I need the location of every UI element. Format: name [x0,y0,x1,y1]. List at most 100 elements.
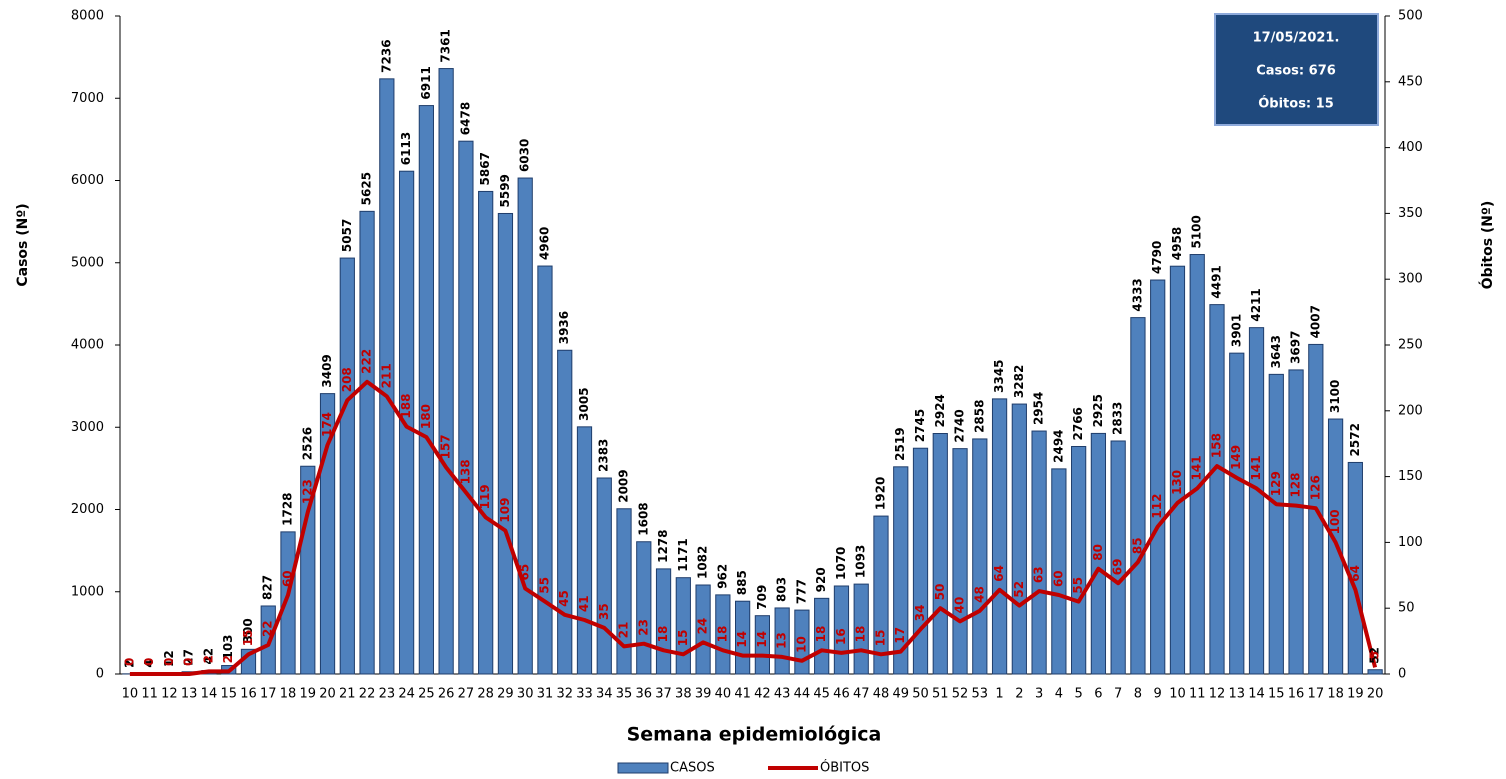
annotation-box [1214,13,1379,126]
line-value-label: 141 [1190,455,1204,480]
bar-value-label: 2572 [1348,423,1362,456]
x-tick-label: 39 [695,687,712,702]
bar-value-label: 2494 [1051,429,1065,462]
x-tick-label: 2 [1015,687,1023,702]
x-tick-label: 46 [833,687,850,702]
line-value-label: 208 [340,367,354,392]
annotation-text: 17/05/2021. [1253,31,1340,46]
annotation-text: Casos: 676 [1256,64,1336,79]
y-tick-label: 5000 [71,255,104,270]
bar-value-label: 803 [775,577,789,602]
bar-value-label: 2858 [972,400,986,433]
line-value-label: 141 [1249,455,1263,480]
bar [1288,369,1304,675]
y2-tick-label: 0 [1398,667,1406,682]
line-value-label: 188 [399,394,413,419]
x-tick-label: 47 [853,687,870,702]
x-tick-label: 30 [517,687,534,702]
line-value-label: 14 [735,631,749,648]
y-tick-label: 8000 [71,9,104,24]
x-tick-label: 16 [240,687,257,702]
bar-value-label: 4333 [1130,278,1144,311]
x-tick-label: 43 [774,687,791,702]
line-value-label: 138 [458,459,472,484]
x-tick-label: 23 [379,687,396,702]
bar [1189,254,1205,675]
y2-tick-label: 250 [1398,338,1423,353]
line-value-label: 65 [518,564,532,581]
line-value-label: 52 [1012,581,1026,598]
bar-value-label: 4958 [1170,227,1184,260]
bar [280,531,296,675]
bar [1367,669,1383,675]
line-value-label: 16 [834,628,848,645]
bar-value-label: 4790 [1150,241,1164,274]
line-value-label: 211 [379,363,393,388]
bar [873,515,889,675]
line-value-label: 60 [1051,570,1065,587]
x-tick-label: 15 [1268,687,1285,702]
line-value-label: 55 [537,577,551,594]
line-value-label: 34 [913,605,927,622]
bar-value-label: 1278 [656,529,670,562]
bar [576,426,593,675]
bar-value-label: 6911 [419,66,433,99]
x-tick-label: 37 [655,687,672,702]
line-value-label: 112 [1150,494,1164,519]
line-value-label: 41 [577,595,591,612]
bar [359,210,375,675]
bar [695,584,711,675]
bar-value-label: 2740 [953,409,967,442]
line-value-label: 24 [696,618,710,635]
line-value-label: 80 [1091,544,1105,561]
y2-tick-label: 150 [1398,469,1423,484]
x-tick-label: 40 [715,687,732,702]
x-tick-label: 41 [734,687,751,702]
bar [398,170,415,675]
x-tick-label: 26 [438,687,455,702]
bar-value-label: 4211 [1249,288,1263,321]
bar-value-label: 5100 [1190,215,1204,248]
x-tick-label: 50 [912,687,929,702]
line-value-label: 21 [617,622,631,639]
x-tick-label: 12 [1209,687,1226,702]
x-tick-label: 34 [596,687,613,702]
x-tick-label: 12 [161,687,178,702]
bar [972,438,988,675]
bar-value-label: 7361 [439,29,453,62]
bar [1090,432,1107,675]
bar-value-label: 3100 [1328,380,1342,413]
y2-tick-label: 400 [1398,140,1423,155]
x-tick-label: 53 [972,687,989,702]
bar [537,265,553,675]
x-tick-label: 28 [477,687,494,702]
line-value-label: 15 [241,630,255,647]
bar-value-label: 5625 [360,172,374,205]
bar [379,78,395,675]
x-tick-label: 18 [280,687,297,702]
legend-label: CASOS [670,761,715,776]
bar [458,140,474,675]
bar [1248,327,1265,675]
bar-value-label: 1171 [676,538,690,571]
bar-value-label: 2954 [1032,392,1046,425]
line-value-label: 45 [557,590,571,607]
line-value-label: 69 [1111,558,1125,575]
x-tick-label: 29 [497,687,514,702]
x-tick-label: 25 [418,687,435,702]
x-tick-label: 24 [398,687,415,702]
bar-value-label: 6113 [399,132,413,165]
bar-value-label: 4007 [1308,305,1322,338]
bar-value-label: 3936 [557,311,571,344]
bar-value-label: 1920 [873,477,887,510]
bar-value-label: 1070 [834,547,848,580]
bar-value-label: 2 [122,659,136,667]
line-value-label: 18 [854,626,868,643]
x-tick-label: 3 [1035,687,1043,702]
line-value-label: 55 [1071,577,1085,594]
bar [1051,468,1067,675]
x-tick-label: 14 [201,687,218,702]
bar-value-label: 1728 [281,492,295,525]
bar-value-label: 777 [794,579,808,604]
x-tick-label: 20 [1367,687,1384,702]
